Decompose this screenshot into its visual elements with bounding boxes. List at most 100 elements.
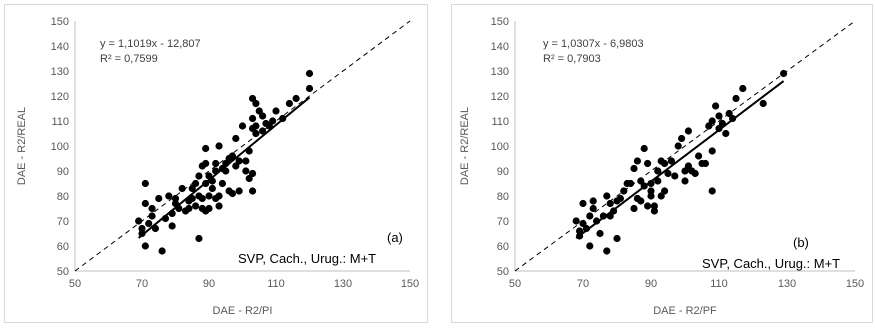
- data-point: [661, 159, 669, 168]
- data-point: [195, 234, 203, 243]
- data-point: [739, 84, 747, 93]
- y-tick-label: 50: [497, 266, 509, 278]
- data-point: [141, 179, 149, 188]
- data-point: [593, 217, 601, 225]
- data-point: [218, 179, 226, 188]
- data-point: [188, 194, 196, 203]
- data-point: [647, 192, 655, 200]
- data-point: [235, 187, 243, 195]
- data-point: [205, 192, 213, 200]
- x-axis-title: DAE - R2/PI: [213, 305, 273, 317]
- r-squared-label: R² = 0,7903: [543, 53, 601, 65]
- data-point: [175, 204, 183, 213]
- data-point: [606, 199, 614, 208]
- data-point: [718, 119, 726, 128]
- data-point: [684, 127, 692, 135]
- data-point: [215, 192, 223, 200]
- data-point: [627, 179, 635, 188]
- data-point: [145, 219, 153, 228]
- data-point: [715, 112, 723, 120]
- data-point: [640, 182, 648, 190]
- data-point: [141, 199, 149, 208]
- data-point: [171, 194, 180, 203]
- x-tick-label: 90: [645, 278, 657, 290]
- data-point: [732, 94, 740, 103]
- data-point: [272, 107, 280, 115]
- data-point: [586, 212, 594, 220]
- data-point: [245, 147, 253, 155]
- data-point: [637, 197, 645, 205]
- data-point: [722, 129, 730, 138]
- data-point: [242, 167, 250, 175]
- data-point: [178, 184, 186, 193]
- x-tick-label: 50: [69, 278, 81, 290]
- x-tick-label: 110: [710, 278, 728, 290]
- data-point: [192, 179, 200, 188]
- data-point: [232, 134, 240, 143]
- data-point: [620, 187, 628, 195]
- data-point: [192, 202, 200, 210]
- data-point: [138, 224, 146, 233]
- y-tick-label: 150: [51, 16, 69, 28]
- data-point: [616, 194, 624, 203]
- y-axis-ticks: 50 60 70 80 90 100 110 120 130 140 150: [491, 16, 509, 278]
- data-point: [633, 157, 641, 165]
- data-point: [582, 224, 590, 233]
- data-point: [650, 202, 658, 210]
- data-point: [185, 204, 193, 213]
- data-point: [168, 222, 176, 230]
- data-point: [198, 194, 206, 203]
- data-point: [654, 177, 662, 185]
- data-point: [647, 179, 655, 188]
- panel-tag: (b): [793, 235, 809, 250]
- data-point: [610, 207, 618, 215]
- data-point: [212, 167, 220, 175]
- data-point: [228, 152, 237, 160]
- data-point: [305, 69, 314, 78]
- y-tick-label: 110: [491, 116, 509, 128]
- identity-line: [74, 20, 411, 272]
- data-point: [279, 114, 287, 123]
- y-tick-label: 120: [51, 91, 69, 103]
- x-axis-title: DAE - R2/PF: [653, 305, 717, 317]
- data-point: [141, 242, 149, 250]
- data-point: [285, 99, 293, 108]
- data-point: [691, 169, 699, 178]
- data-point: [576, 227, 584, 235]
- data-point: [202, 179, 210, 188]
- y-axis-ticks: 50 60 70 80 90 100 110 120 130 140 150: [51, 16, 69, 278]
- x-axis-ticks: 50 70 90 110 130 150: [509, 278, 864, 290]
- data-point: [712, 102, 720, 110]
- x-tick-label: 90: [203, 278, 215, 290]
- y-axis-title: DAE - R2/REAL: [16, 107, 28, 185]
- dataset-note: SVP, Cach., Urug.: M+T: [238, 251, 376, 266]
- x-tick-label: 150: [846, 278, 864, 290]
- y-tick-label: 150: [491, 16, 509, 28]
- data-point: [572, 217, 580, 225]
- data-point: [235, 157, 243, 165]
- data-point: [579, 199, 587, 208]
- data-points: [572, 69, 788, 255]
- y-axis-title: DAE - R2/REAL: [459, 107, 471, 185]
- data-point: [650, 207, 658, 215]
- y-tick-label: 120: [491, 91, 509, 103]
- trendline-equation: y = 1,0307x - 6,9803: [543, 38, 644, 50]
- x-tick-label: 150: [401, 278, 419, 290]
- y-tick-label: 110: [51, 116, 69, 128]
- data-point: [708, 117, 716, 125]
- data-point: [613, 234, 621, 243]
- data-point: [205, 204, 213, 213]
- y-tick-label: 140: [491, 41, 509, 53]
- data-point: [708, 187, 716, 195]
- data-point: [596, 229, 604, 238]
- data-point: [259, 127, 267, 135]
- x-tick-label: 130: [334, 278, 352, 290]
- y-tick-label: 60: [497, 241, 509, 253]
- data-point: [222, 167, 230, 175]
- data-point: [599, 212, 607, 220]
- data-point: [151, 224, 159, 233]
- data-point: [208, 184, 216, 193]
- y-tick-label: 100: [491, 141, 509, 153]
- x-tick-label: 110: [267, 278, 285, 290]
- data-point: [269, 117, 277, 125]
